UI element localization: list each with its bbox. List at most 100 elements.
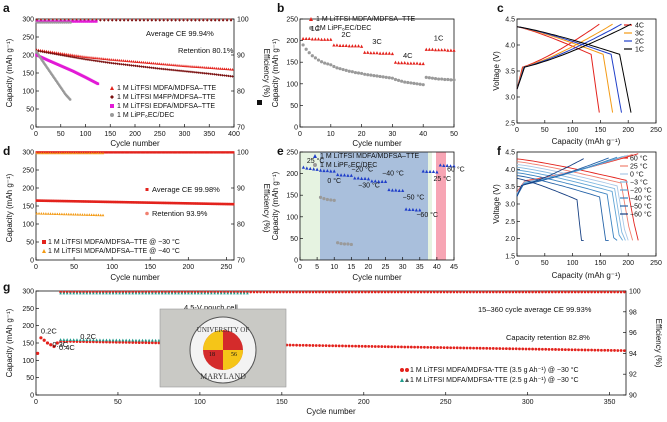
panel-g-ce-point	[416, 290, 420, 294]
panel-a-point	[102, 60, 106, 64]
panel-a-ce-point	[91, 20, 94, 23]
panel-a-point	[167, 68, 171, 71]
panel-b-point	[446, 77, 450, 82]
panel-a-ce-point	[41, 21, 45, 24]
panel-a-point	[41, 50, 44, 54]
panel-e-point	[390, 188, 394, 192]
panel-g-ce-point	[157, 291, 161, 295]
panel-f-discharge-curve	[516, 177, 584, 241]
panel-g-ce-point	[131, 291, 134, 295]
panel-a-point	[155, 62, 159, 65]
c-xtick-label: 100	[567, 127, 579, 134]
panel-g-point	[455, 346, 459, 350]
panel-g-point	[344, 344, 348, 348]
panel-a-ce-point	[65, 21, 68, 24]
panel-a-point	[82, 55, 86, 58]
panel-d-point	[90, 200, 93, 203]
panel-d-ce-point	[229, 151, 233, 154]
panel-d-ce-point	[195, 151, 198, 154]
panel-b-rate-label: 2C	[341, 30, 351, 39]
panel-g-ce-point	[432, 290, 436, 294]
panel-a-point	[148, 66, 151, 69]
panel-a-point	[90, 56, 94, 59]
panel-g-ce-point	[423, 290, 426, 294]
panel-a-point	[82, 57, 86, 61]
g-y2tick-label: 100	[629, 289, 641, 296]
panel-b-point	[384, 51, 388, 55]
a-y2tick-label: 90	[237, 53, 245, 60]
panel-a-point	[229, 67, 232, 71]
panel-g-point	[350, 344, 354, 348]
panel-a-ce-point	[57, 21, 60, 24]
panel-d-ann-retention: Retention 93.9%	[152, 209, 208, 218]
panel-g-point	[603, 348, 607, 352]
a-ytick-label: 100	[22, 89, 34, 96]
panel-d-ce-point	[65, 151, 68, 155]
panel-b-point	[307, 51, 311, 55]
panel-a-point	[227, 74, 230, 78]
panel-g-point	[291, 343, 295, 347]
panel-e-point	[329, 198, 333, 202]
panel-c-label: c	[497, 1, 504, 15]
panel-g-ce-point	[278, 290, 282, 294]
panel-d-point	[44, 212, 48, 215]
panel-a-point	[140, 65, 143, 68]
panel-b-point	[360, 71, 364, 76]
c-xtick-label: 250	[650, 127, 662, 134]
panel-g-ce-point	[593, 290, 597, 294]
panel-b-point	[353, 44, 358, 48]
panel-d-point	[231, 202, 235, 206]
panel-f-ylabel: Voltage (V)	[492, 184, 501, 224]
panel-d-point	[35, 199, 39, 202]
panel-g-ce-point	[170, 291, 174, 295]
panel-b-point	[443, 77, 447, 82]
panel-g-ce-point	[449, 290, 452, 294]
panel-e-point	[308, 166, 312, 171]
panel-d-point	[170, 201, 173, 205]
panel-d-ce-point	[168, 151, 171, 154]
e-xtick-label: 25	[382, 264, 390, 271]
panel-g-point	[101, 340, 105, 344]
panel-a-ce-point	[37, 21, 41, 24]
panel-d-ce-point	[104, 151, 107, 154]
panel-g-point	[534, 347, 538, 351]
panel-g-point	[95, 338, 99, 342]
panel-e-point	[325, 197, 329, 202]
panel-c-ylabel: Voltage (V)	[492, 51, 501, 91]
e-ytick-label: 200	[286, 171, 298, 178]
panel-a-point	[195, 71, 199, 74]
panel-d-ce-point	[40, 151, 43, 155]
panel-a-point	[138, 60, 141, 64]
panel-g-ce-point	[564, 290, 567, 294]
panel-a-ce-point	[170, 19, 173, 22]
panel-g-ce-point	[482, 290, 485, 294]
panel-g-ce-point	[82, 291, 85, 295]
panel-g-point	[504, 347, 508, 351]
panel-g-ce-point	[334, 290, 338, 294]
g-xtick-label: 0	[34, 399, 38, 406]
panel-g-point	[508, 347, 512, 351]
panel-c-charge-curve	[516, 23, 622, 90]
panel-c-legend-label: 2C	[635, 39, 644, 46]
panel-g-ce-point	[498, 290, 502, 294]
b-ytick-label: 100	[286, 81, 298, 88]
panel-d-point	[119, 200, 123, 204]
panel-d-point	[211, 202, 214, 206]
panel-d-point	[99, 213, 103, 217]
panel-d-point	[53, 212, 57, 215]
panel-a-xlabel: Cycle number	[110, 139, 160, 148]
panel-b-rate-label: 1C	[434, 34, 444, 43]
panel-b-point	[316, 58, 321, 62]
panel-a-point	[118, 62, 121, 66]
c-ytick-label: 3.0	[505, 95, 515, 102]
panel-a-point	[112, 62, 116, 65]
panel-g-ce-point	[206, 291, 210, 295]
panel-a-ce-point	[47, 21, 51, 24]
panel-d-point	[40, 212, 43, 215]
panel-a-y2label: Efficiency (%)	[262, 49, 271, 98]
panel-g-point	[85, 338, 89, 342]
panel-d-ce-point	[190, 151, 194, 154]
panel-d-ce-point	[62, 151, 66, 155]
panel-a-point	[60, 53, 64, 57]
panel-b-legend-1: 1 M LiTFSI MDFA/MDFSA–TTE	[316, 16, 416, 23]
